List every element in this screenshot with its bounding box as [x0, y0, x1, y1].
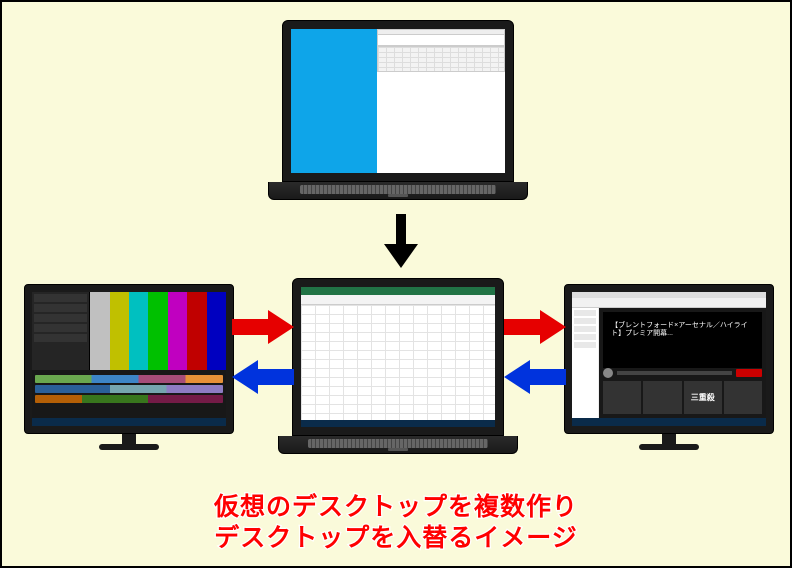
- youtube-channel-row: [603, 368, 762, 378]
- laptop-top: [282, 20, 514, 200]
- video-editor-timeline: [32, 370, 226, 418]
- avatar-icon: [603, 368, 613, 378]
- youtube-player: 【ブレントフォード×アーセナル／ハイライト】プレミア開幕...: [603, 312, 762, 368]
- youtube-sidebar: [572, 308, 599, 418]
- youtube-video-title: 【ブレントフォード×アーセナル／ハイライト】プレミア開幕...: [611, 320, 754, 339]
- laptop-base: [278, 436, 518, 454]
- thumbnail-badge: 三重殺: [691, 392, 715, 403]
- app-window-browser-mini: [377, 29, 505, 46]
- video-editor-screen: [32, 292, 226, 426]
- youtube-thumbnails: 三重殺: [603, 381, 762, 414]
- laptop-base: [268, 182, 528, 200]
- caption-line2: デスクトップを入替るイメージ: [2, 523, 790, 554]
- arrow-left-blue-icon: [232, 360, 294, 394]
- video-editor-panel: [32, 292, 90, 370]
- colorbars-icon: [90, 292, 226, 370]
- app-window-blue: [291, 29, 377, 173]
- diagram-caption: 仮想のデスクトップを複数作り デスクトップを入替るイメージ: [2, 492, 790, 555]
- arrow-right-red-icon: [504, 310, 566, 344]
- spreadsheet-ribbon: [301, 295, 495, 305]
- arrow-right-red-icon: [232, 310, 294, 344]
- caption-line1: 仮想のデスクトップを複数作り: [2, 492, 790, 523]
- spreadsheet-titlebar: [301, 287, 495, 295]
- browser-toolbar: [572, 298, 766, 308]
- taskbar: [32, 418, 226, 426]
- laptop-center: [292, 278, 504, 454]
- arrow-down-icon: [382, 214, 420, 268]
- arrow-left-blue-icon: [504, 360, 566, 394]
- monitor-left: [24, 284, 234, 450]
- subscribe-button[interactable]: [736, 369, 762, 377]
- browser-youtube-screen: 【ブレントフォード×アーセナル／ハイライト】プレミア開幕...: [572, 292, 766, 426]
- app-window-spreadsheet-mini: [377, 46, 505, 72]
- monitor-right: 【ブレントフォード×アーセナル／ハイライト】プレミア開幕...: [564, 284, 774, 450]
- taskbar: [301, 420, 495, 427]
- laptop-top-screen: [291, 29, 505, 173]
- taskbar: [572, 418, 766, 426]
- spreadsheet-screen: [301, 287, 495, 427]
